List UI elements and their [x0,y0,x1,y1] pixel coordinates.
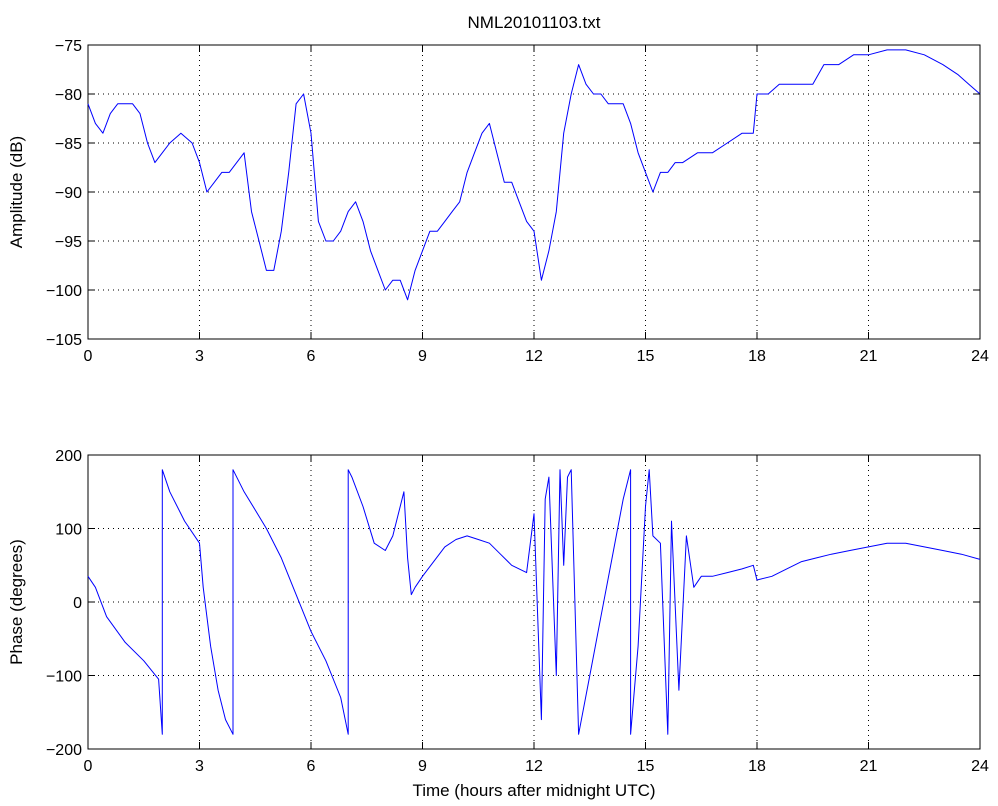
amplitude-y-tick-label: −85 [55,136,82,153]
phase-x-tick-label: 9 [418,758,427,775]
amplitude-x-tick-label: 3 [195,348,204,365]
phase-x-tick-label: 12 [525,758,543,775]
amplitude-y-tick-label: −80 [55,87,82,104]
phase-x-tick-label: 18 [748,758,766,775]
amplitude-y-tick-label: −100 [46,283,82,300]
phase-x-tick-label: 15 [637,758,655,775]
phase-series-line [87,469,981,735]
phase-y-tick-label: −100 [46,669,82,686]
phase-y-tick-label: 200 [55,448,82,465]
phase-y-tick-label: 100 [55,522,82,539]
phase-x-label: Time (hours after midnight UTC) [412,781,655,800]
amplitude-grid [88,45,980,339]
phase-x-tick-label: 6 [307,758,316,775]
amplitude-x-tick-label: 9 [418,348,427,365]
amplitude-x-tick-label: 0 [84,348,93,365]
amplitude-y-ticks: −75 −80 −85 −90 −95 −100 −105 [46,38,980,349]
amplitude-x-tick-label: 24 [971,348,989,365]
amplitude-panel: 0 3 6 9 12 15 18 21 24 −75 −80 −85 −90 −95 −100 −105 N… [7,13,989,365]
amplitude-x-tick-label: 18 [748,348,766,365]
amplitude-series-group [87,49,981,301]
amplitude-x-tick-label: 21 [860,348,878,365]
amplitude-y-tick-label: −105 [46,332,82,349]
amplitude-x-ticks: 0 3 6 9 12 15 18 21 24 [84,45,989,365]
phase-y-label: Phase (degrees) [7,539,26,665]
phase-x-tick-label: 0 [84,758,93,775]
amplitude-series-line [87,49,981,301]
amplitude-y-tick-label: −95 [55,234,82,251]
phase-series-group [87,469,981,735]
phase-x-tick-label: 3 [195,758,204,775]
amplitude-y-tick-label: −75 [55,38,82,55]
amplitude-y-label: Amplitude (dB) [7,136,26,248]
chart-title: NML20101103.txt [468,13,601,32]
amplitude-x-tick-label: 12 [525,348,543,365]
phase-x-tick-label: 21 [860,758,878,775]
phase-y-ticks: 200 100 0 −100 −200 [46,448,980,759]
phase-y-tick-label: −200 [46,742,82,759]
phase-x-ticks: 0 3 6 9 12 15 18 21 24 [84,455,989,775]
amplitude-x-tick-label: 6 [307,348,316,365]
amplitude-x-tick-label: 15 [637,348,655,365]
phase-x-tick-label: 24 [971,758,989,775]
amplitude-y-tick-label: −90 [55,185,82,202]
phase-grid [88,455,980,749]
phase-y-tick-label: 0 [73,595,82,612]
phase-panel: 0 3 6 9 12 15 18 21 24 200 100 0 −100 −200 Time (hou… [7,448,989,800]
